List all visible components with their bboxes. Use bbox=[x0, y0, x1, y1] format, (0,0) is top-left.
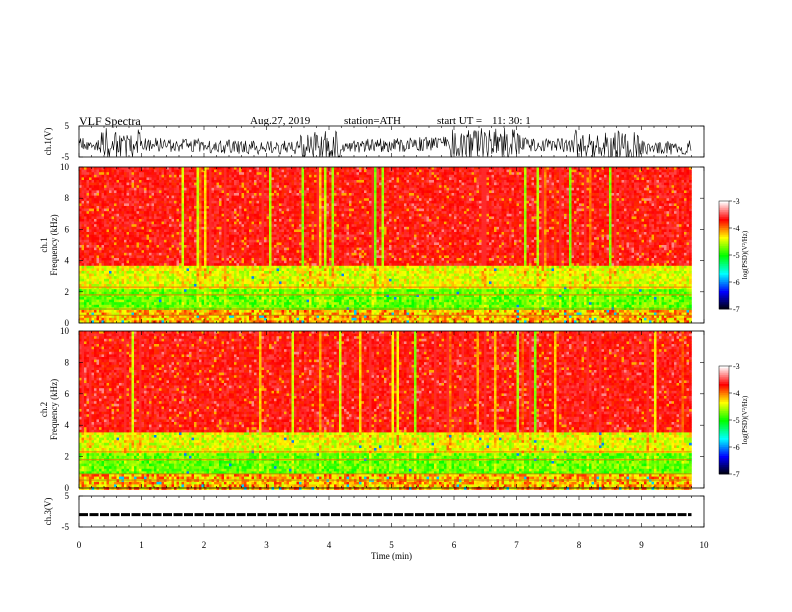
colorbar-tick-label: -5 bbox=[733, 251, 740, 260]
y-axis-label-ch1: ch.1(V) bbox=[43, 128, 53, 156]
spectrogram-ch2 bbox=[79, 331, 692, 490]
x-tick-label: 6 bbox=[452, 540, 457, 550]
spectrogram-ch1 bbox=[79, 167, 692, 323]
y-tick-label: 5 bbox=[65, 121, 70, 131]
y-axis-label-ch3: ch.3(V) bbox=[43, 498, 53, 526]
y-tick-label: 5 bbox=[65, 491, 70, 501]
panel-frame-4 bbox=[79, 496, 704, 527]
colorbar-tick-label: -6 bbox=[733, 278, 740, 287]
y-tick-label: 4 bbox=[65, 256, 70, 266]
y-tick-label: 10 bbox=[60, 162, 70, 172]
x-tick-label: 9 bbox=[639, 540, 644, 550]
y-axis-channel-ch1: ch.1 bbox=[39, 237, 49, 252]
y-tick-label: 6 bbox=[65, 389, 70, 399]
colorbar-spectrogram-ch2 bbox=[719, 366, 732, 474]
y-tick-label: 8 bbox=[65, 357, 70, 367]
y-axis-channel-ch2: ch.2 bbox=[39, 402, 49, 417]
colorbar-label: log(PSD)(V²/Hz) bbox=[741, 230, 749, 279]
colorbar-tick-label: -4 bbox=[733, 389, 740, 398]
y-tick-label: 2 bbox=[65, 452, 70, 462]
x-tick-label: 0 bbox=[77, 540, 82, 550]
y-tick-label: -5 bbox=[62, 152, 70, 162]
x-tick-label: 10 bbox=[700, 540, 710, 550]
x-tick-label: 2 bbox=[202, 540, 207, 550]
y-axis-label-spec2: Frequency (kHz) bbox=[49, 379, 59, 440]
x-tick-label: 8 bbox=[577, 540, 582, 550]
y-tick-label: 2 bbox=[65, 287, 70, 297]
y-tick-label: -5 bbox=[62, 522, 70, 532]
colorbar-tick-label: -3 bbox=[733, 362, 740, 371]
colorbar-tick-label: -7 bbox=[733, 305, 740, 314]
waveform-ch1 bbox=[79, 128, 691, 157]
colorbar-tick-label: -5 bbox=[733, 416, 740, 425]
x-tick-label: 5 bbox=[389, 540, 394, 550]
x-tick-label: 4 bbox=[327, 540, 332, 550]
x-tick-label: 7 bbox=[514, 540, 519, 550]
colorbar-tick-label: -6 bbox=[733, 443, 740, 452]
y-tick-label: 8 bbox=[65, 193, 70, 203]
colorbar-tick-label: -7 bbox=[733, 470, 740, 479]
y-tick-label: 4 bbox=[65, 420, 70, 430]
colorbar-tick-label: -3 bbox=[733, 197, 740, 206]
colorbar-tick-label: -4 bbox=[733, 224, 740, 233]
y-axis-label-spec1: Frequency (kHz) bbox=[49, 214, 59, 275]
y-tick-label: 10 bbox=[60, 326, 70, 336]
y-tick-label: 6 bbox=[65, 224, 70, 234]
x-tick-label: 1 bbox=[139, 540, 144, 550]
x-tick-label: 3 bbox=[264, 540, 269, 550]
colorbar-label: log(PSD)(V²/Hz) bbox=[741, 395, 749, 444]
colorbar-spectrogram-ch1 bbox=[719, 201, 732, 309]
x-axis-label: Time (min) bbox=[371, 551, 412, 561]
